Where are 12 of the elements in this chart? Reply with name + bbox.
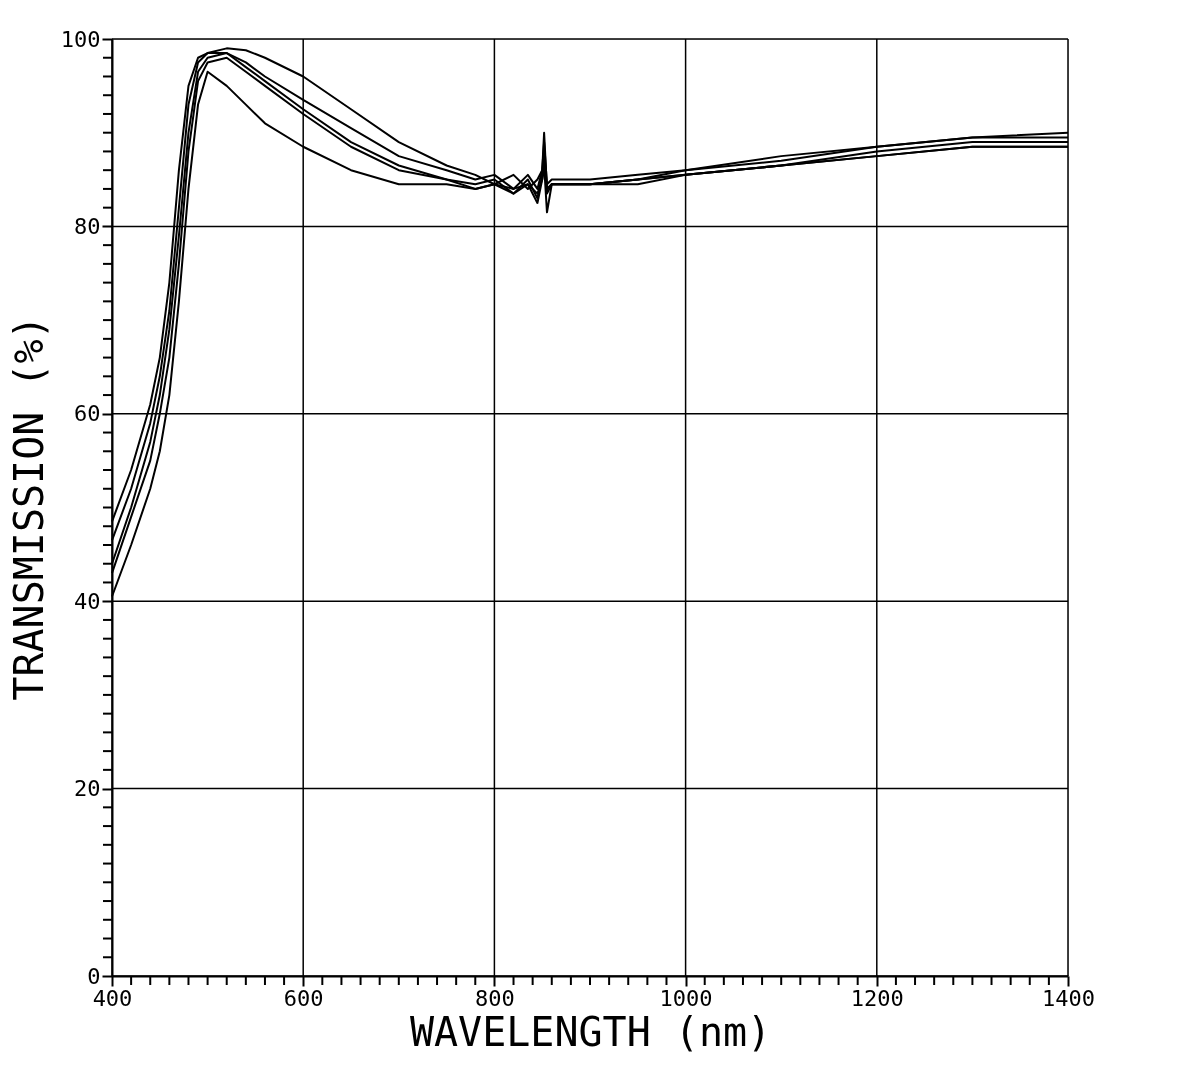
x-tick-label: 800 [475,985,515,1011]
x-tick-label: 1200 [850,985,904,1011]
x-tick-label: 600 [283,985,324,1011]
y-tick-label: 60 [74,401,101,427]
x-tick-label: 1400 [1042,985,1095,1011]
y-tick-label: 80 [74,213,101,239]
x-axis-title: WAVELENGTH (nm) [409,1008,772,1055]
y-tick-label: 100 [60,26,101,52]
x-tick-label: 1000 [659,985,713,1011]
y-tick-label: 20 [74,776,101,802]
y-axis-title: TRANSMISSION (%) [5,315,52,701]
y-tick-label: 40 [74,588,101,614]
